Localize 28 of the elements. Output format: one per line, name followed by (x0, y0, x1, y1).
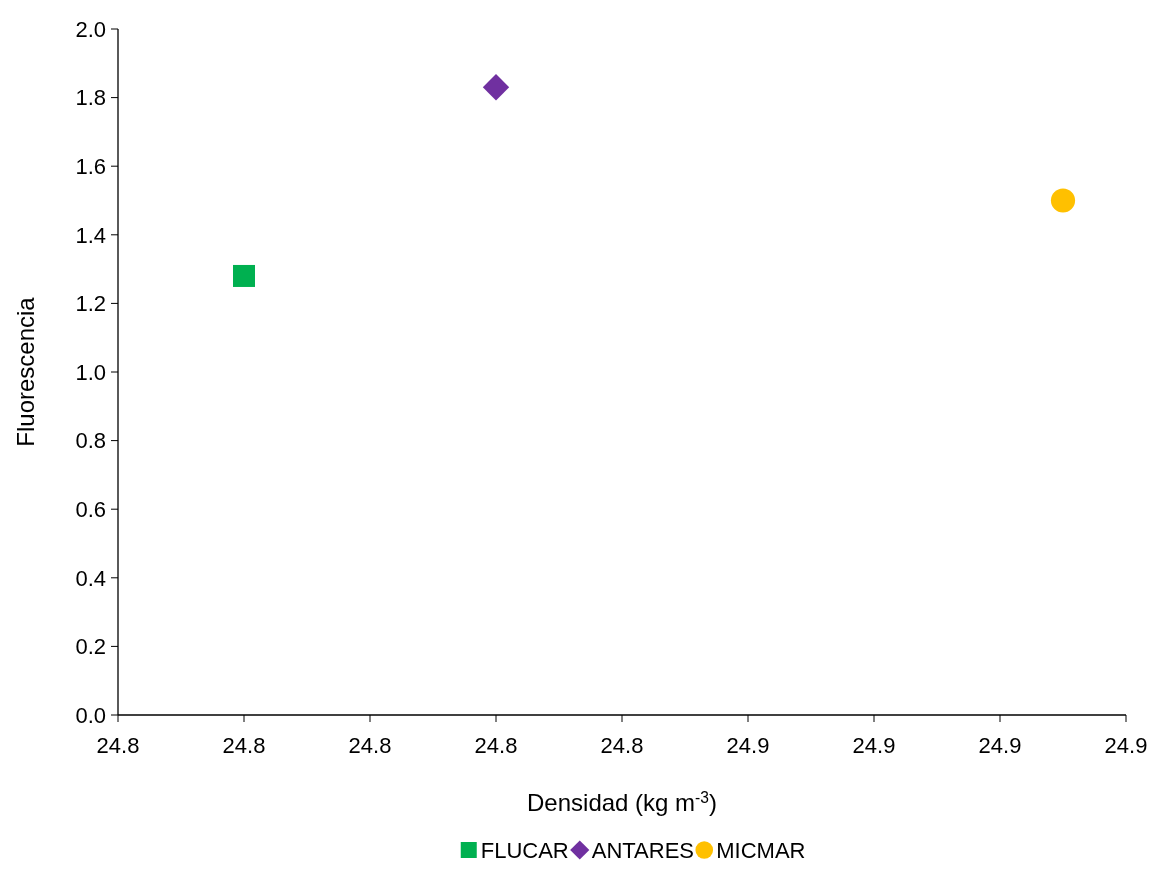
y-tick-label: 1.8 (75, 85, 106, 111)
y-tick-label: 2.0 (75, 16, 106, 42)
y-tick-label: 0.6 (75, 496, 106, 522)
y-tick-label: 1.6 (75, 153, 106, 179)
x-tick-label: 24.8 (474, 733, 518, 758)
x-tick-label: 24.8 (348, 733, 392, 758)
x-tick-label: 24.9 (852, 733, 896, 758)
y-tick-label: 0.0 (75, 702, 106, 728)
x-tick-label: 24.8 (600, 733, 644, 758)
y-tick-label: 1.0 (75, 359, 106, 385)
y-tick-label: 0.4 (75, 565, 106, 591)
x-axis-title: Densidad (kg m$^{-3}$) (527, 788, 717, 816)
legend-label: ANTARES (591, 838, 695, 863)
point (233, 264, 255, 287)
y-tick-label: 1.2 (75, 291, 106, 317)
point (482, 74, 510, 101)
x-tick-label: 24.8 (96, 733, 140, 758)
x-tick-label: 24.9 (978, 733, 1022, 758)
legend-label: FLUCAR (480, 838, 569, 863)
x-tick-label: 24.9 (1104, 733, 1148, 758)
legend-label: MICMAR (716, 838, 806, 863)
y-tick-label: 0.2 (75, 634, 106, 660)
point (1050, 188, 1076, 213)
y-axis-title: Fluorescencia (12, 296, 39, 447)
y-tick-label: 1.4 (75, 222, 106, 248)
y-tick-label: 0.8 (75, 428, 106, 454)
x-tick-label: 24.8 (222, 733, 266, 758)
x-tick-label: 24.9 (726, 733, 770, 758)
